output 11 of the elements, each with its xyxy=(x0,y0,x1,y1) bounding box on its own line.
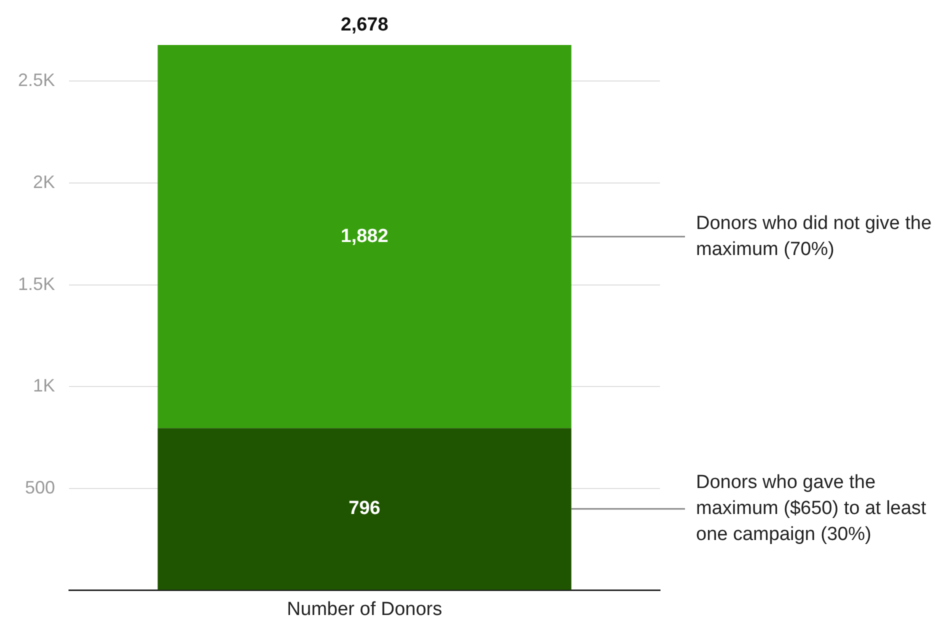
x-tick-label: Number of Donors xyxy=(286,598,442,620)
text: Donors who did not give the maximum (70%) xyxy=(696,212,932,260)
y-tick-label: 2K xyxy=(32,172,56,192)
text: Donors who gave the maximum ($650) to at least one campaign (30%) xyxy=(696,472,927,546)
total-label: 2,678 xyxy=(340,14,388,36)
data-label: 1,882 xyxy=(340,226,388,247)
y-tick-label: 1.5K xyxy=(18,274,56,294)
data-label: 796 xyxy=(348,498,380,520)
y-tick-label: 500 xyxy=(24,477,56,498)
y-tick-label: 2.5K xyxy=(18,70,56,90)
y-tick-label: 1K xyxy=(32,376,56,396)
